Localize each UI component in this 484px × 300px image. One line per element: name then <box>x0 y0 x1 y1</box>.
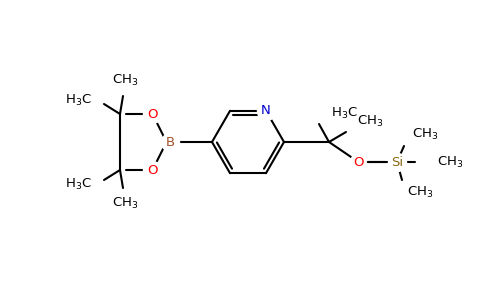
Text: O: O <box>147 107 157 121</box>
Text: H$_3$C: H$_3$C <box>65 92 92 108</box>
Text: O: O <box>147 164 157 176</box>
Text: CH$_3$: CH$_3$ <box>112 196 138 211</box>
Text: N: N <box>261 104 271 117</box>
Text: CH$_3$: CH$_3$ <box>112 73 138 88</box>
Text: CH$_3$: CH$_3$ <box>407 184 434 200</box>
Text: H$_3$C: H$_3$C <box>331 105 358 121</box>
Text: B: B <box>166 136 175 148</box>
Text: CH$_3$: CH$_3$ <box>412 126 439 142</box>
Text: CH$_3$: CH$_3$ <box>357 113 383 128</box>
Text: O: O <box>354 155 364 169</box>
Text: H$_3$C: H$_3$C <box>65 176 92 191</box>
Text: Si: Si <box>391 155 403 169</box>
Text: CH$_3$: CH$_3$ <box>437 154 464 169</box>
